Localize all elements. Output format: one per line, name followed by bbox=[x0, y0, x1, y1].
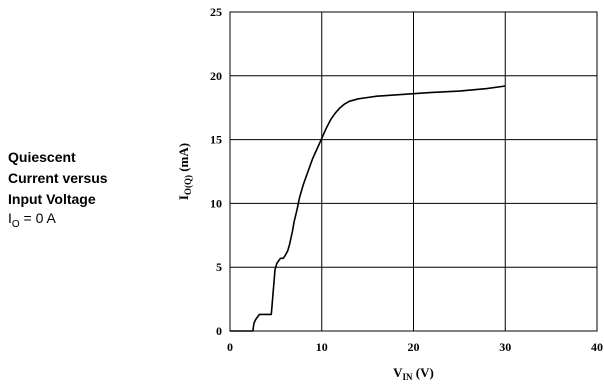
y-tick-label: 20 bbox=[210, 69, 222, 83]
condition-sub: O bbox=[11, 218, 20, 230]
y-axis-label-main: I bbox=[176, 195, 191, 200]
y-tick-label: 10 bbox=[210, 196, 222, 210]
x-axis-label-sub: IN bbox=[403, 372, 414, 382]
y-tick-label: 15 bbox=[210, 133, 222, 147]
caption-condition: IO = 0 A bbox=[8, 210, 188, 233]
chart-caption: Quiescent Current versus Input Voltage I… bbox=[8, 147, 188, 233]
x-tick-label: 40 bbox=[591, 340, 603, 354]
x-tick-label: 10 bbox=[316, 340, 328, 354]
x-axis-label-main: V bbox=[393, 365, 403, 380]
x-tick-labels: 0 10 20 30 40 bbox=[227, 340, 603, 354]
y-tick-label: 5 bbox=[216, 260, 222, 274]
y-axis-label: IO(Q) (mA) bbox=[176, 143, 193, 200]
y-tick-labels: 0 5 10 15 20 25 bbox=[210, 5, 222, 338]
x-axis-label: VIN (V) bbox=[393, 365, 434, 382]
y-tick-label: 0 bbox=[216, 324, 222, 338]
y-axis-label-unit: (mA) bbox=[176, 143, 191, 175]
condition-rest: = 0 A bbox=[19, 210, 56, 226]
y-axis-label-sub: O(Q) bbox=[183, 175, 193, 195]
plot-frame bbox=[229, 11, 598, 332]
chart-grid bbox=[230, 12, 597, 331]
condition-main: I bbox=[8, 210, 12, 226]
y-tick-label: 25 bbox=[210, 5, 222, 19]
x-tick-label: 20 bbox=[408, 340, 420, 354]
caption-title: Quiescent Current versus Input Voltage bbox=[8, 149, 108, 207]
x-tick-label: 30 bbox=[499, 340, 511, 354]
x-axis-label-unit: (V) bbox=[413, 365, 434, 380]
series-line bbox=[230, 85, 506, 332]
x-tick-label: 0 bbox=[227, 340, 233, 354]
